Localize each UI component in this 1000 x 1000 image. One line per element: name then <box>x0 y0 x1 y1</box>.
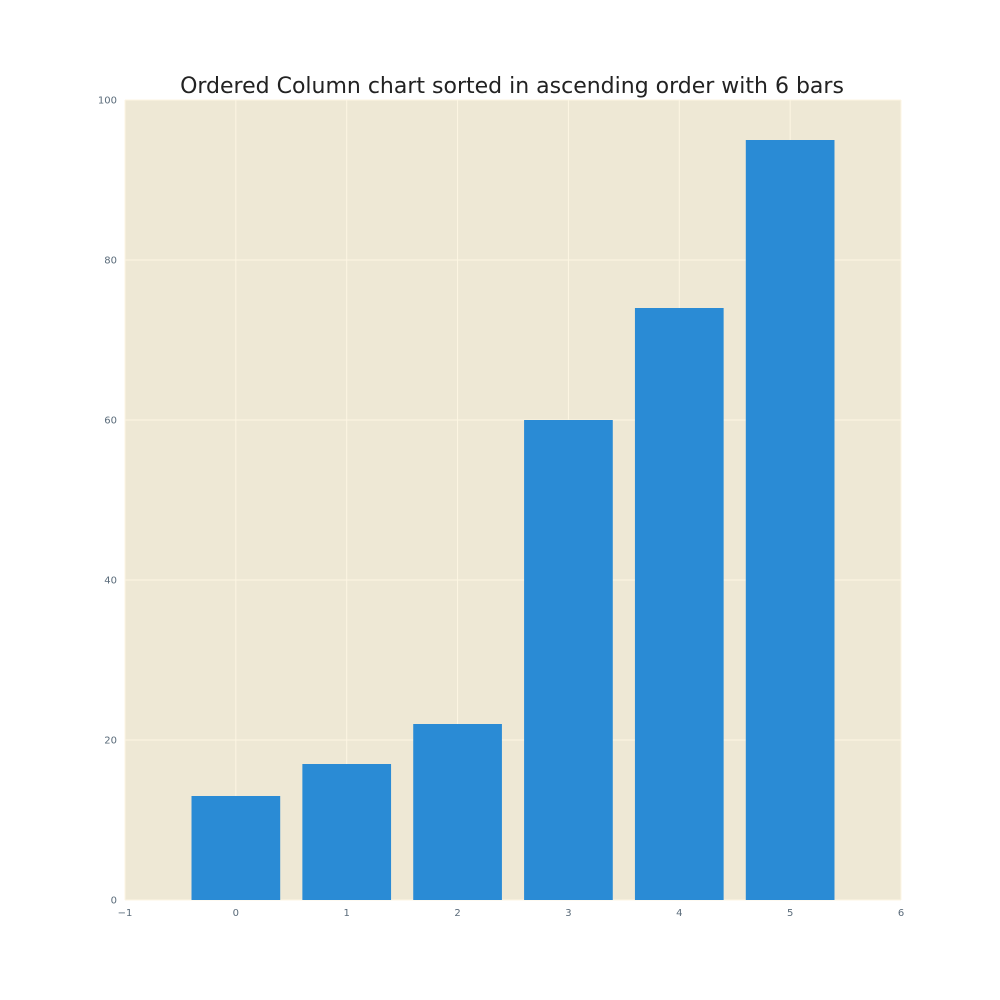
x-tick-label: 0 <box>233 908 239 919</box>
bar-0 <box>191 796 281 900</box>
y-tick-label: 80 <box>104 256 117 267</box>
x-tick-label: 1 <box>344 908 350 919</box>
bar-3 <box>524 420 613 900</box>
x-tick-label: 3 <box>565 908 571 919</box>
bar-2 <box>413 724 502 900</box>
y-axis-ticks: 0 20 40 60 80 100 <box>98 96 117 907</box>
bar-4 <box>634 308 724 900</box>
x-tick-label: 6 <box>898 908 904 919</box>
x-axis-ticks: −1 0 1 2 3 4 5 6 <box>118 908 905 919</box>
y-tick-label: 100 <box>98 96 117 107</box>
x-tick-label: −1 <box>118 908 133 919</box>
y-tick-label: 0 <box>111 896 117 907</box>
y-tick-label: 60 <box>104 416 117 427</box>
bars <box>191 140 835 900</box>
x-tick-label: 5 <box>787 908 793 919</box>
y-tick-label: 20 <box>104 736 117 747</box>
x-tick-label: 4 <box>676 908 682 919</box>
bar-1 <box>302 764 392 900</box>
chart-title: Ordered Column chart sorted in ascending… <box>180 74 844 99</box>
bar-5 <box>745 140 835 900</box>
x-tick-label: 2 <box>454 908 460 919</box>
y-tick-label: 40 <box>104 576 117 587</box>
